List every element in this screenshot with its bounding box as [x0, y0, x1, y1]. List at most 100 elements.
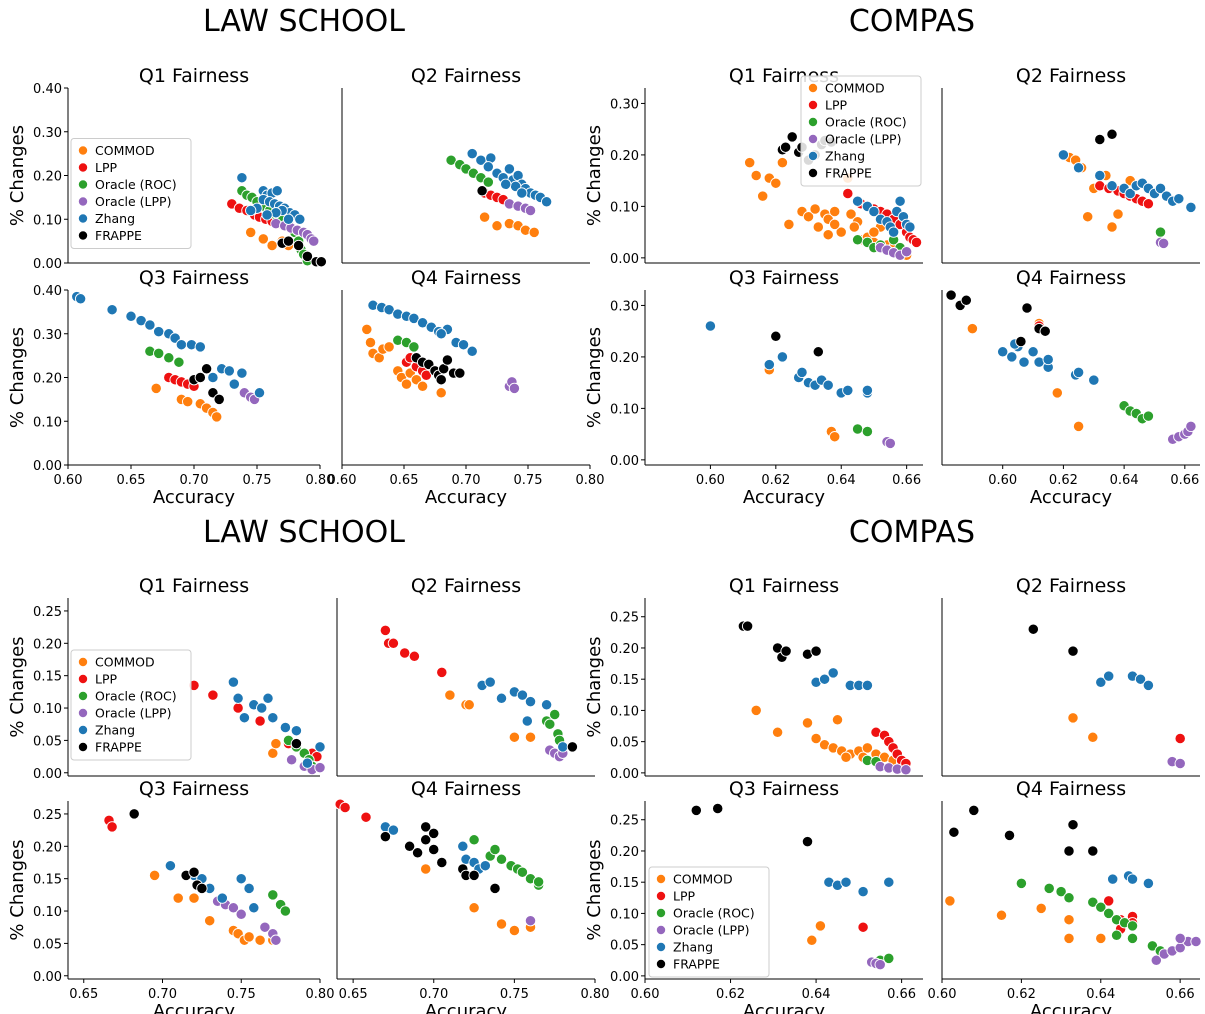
bl-q1-point-zhang — [301, 757, 314, 769]
tl-q2-point-oracle-lpp- — [524, 204, 537, 217]
tr-q2-point-zhang — [1094, 169, 1106, 182]
bl-q2-point-commod — [444, 689, 456, 701]
tl-q1-point-commod — [266, 239, 278, 252]
bl-q2-point-lpp — [379, 624, 392, 637]
br-q1-point-zhang — [827, 667, 839, 679]
tr-q1-legend-marker — [808, 167, 819, 178]
tr-q4-x-tick-label: 0.64 — [1110, 473, 1139, 488]
tl-q1-y-tick-label: 0.00 — [33, 257, 62, 272]
br-q4-point-commod — [995, 909, 1008, 921]
bl-q3-point-zhang — [248, 902, 260, 914]
bl-q4-x-tick-label: 0.70 — [419, 987, 448, 1002]
tl-q3-point-oracle-roc- — [163, 352, 175, 364]
bl-q1-legend-label: Oracle (ROC) — [95, 689, 177, 704]
bl-q3-point-frappe — [196, 882, 208, 895]
br-q1-y-label: % Changes — [584, 636, 605, 737]
tr-q1-point-commod — [744, 156, 756, 169]
bl-q3-point-commod — [172, 892, 184, 904]
br-q4-point-lpp — [1103, 895, 1115, 907]
bl-q4-point-lpp — [339, 801, 351, 814]
tr-q4-x-tick-label: 0.60 — [988, 473, 1017, 488]
br-q3-point-zhang — [840, 876, 852, 888]
tr-q1-point-commod — [835, 226, 847, 238]
tr-q1-legend-marker — [808, 100, 819, 111]
br-q3-legend-label: Oracle (LPP) — [673, 923, 749, 938]
tr-q1-point-commod — [776, 156, 789, 169]
bl-q4-point-zhang — [479, 860, 491, 872]
tr-q1-legend — [800, 75, 922, 187]
bl-q3-y-tick-label: 0.25 — [33, 808, 62, 823]
br-q4-point-commod — [1063, 932, 1075, 945]
tr-q4-point-frappe — [1039, 325, 1051, 337]
bl-q4-point-frappe — [411, 847, 424, 859]
tr-q3-point-zhang — [796, 366, 808, 379]
bl-q3-y-tick-label: 0.10 — [33, 905, 62, 920]
tl-q2-point-oracle-roc- — [482, 176, 494, 188]
bl-q4-point-oracle-lpp- — [524, 915, 537, 927]
tr-q1-legend-label: LPP — [825, 98, 848, 113]
tl-q1-point-zhang — [245, 204, 257, 217]
br-q4-point-oracle-lpp- — [1190, 935, 1202, 948]
br-q3-point-lpp — [857, 921, 869, 933]
tl-q1-title: Q1 Fairness — [139, 65, 249, 87]
tr-q4-point-zhang — [1018, 356, 1030, 368]
bl-q2-point-commod — [524, 731, 537, 743]
tr-q1-point-oracle-roc- — [851, 234, 864, 246]
bl-q3-title: Q3 Fairness — [139, 778, 249, 800]
tl-q2-point-zhang — [516, 187, 528, 199]
tl-q3-point-zhang — [236, 367, 248, 379]
tr-q1-legend-marker — [808, 150, 819, 161]
tr-q1-point-oracle-lpp- — [900, 246, 913, 258]
tl-q3-title: Q3 Fairness — [139, 267, 249, 289]
bl-q2-point-zhang — [540, 699, 553, 711]
bl-q3-point-oracle-roc- — [267, 889, 279, 901]
tr-q1-point-zhang — [887, 226, 900, 238]
bl-q1-point-zhang — [262, 692, 274, 704]
br-q3-legend-label: Oracle (ROC) — [673, 906, 755, 921]
bl-q1-point-oracle-lpp- — [314, 761, 326, 774]
br-q1-y-tick-label: 0.25 — [610, 611, 639, 626]
br-q4-point-frappe — [1003, 829, 1016, 842]
tl-q1-y-label: % Changes — [7, 125, 28, 226]
br-q3-point-oracle-roc- — [883, 952, 895, 965]
br-q4-point-frappe — [1087, 845, 1099, 857]
br-q3-legend-marker — [656, 874, 667, 885]
tr-q3-point-zhang — [842, 384, 854, 397]
br-q3-x-tick-label: 0.60 — [631, 987, 660, 1002]
br-q4-point-zhang — [1107, 873, 1119, 885]
br-q4-point-oracle-roc- — [1110, 929, 1123, 941]
bl-q1-legend-label: COMMOD — [95, 655, 155, 670]
br-q2-point-zhang — [1142, 679, 1155, 692]
tl-q3-point-zhang — [228, 378, 240, 390]
bl-q2-point-lpp — [436, 666, 448, 679]
tl-q2-point-zhang — [540, 196, 553, 208]
bl-q3-x-tick-label: 0.70 — [148, 987, 177, 1002]
bl-q1-title: Q1 Fairness — [139, 575, 249, 597]
tl-q3-point-commod — [182, 395, 194, 408]
tl-q3-x-tick-label: 0.70 — [180, 473, 209, 488]
bl-q3-point-lpp — [106, 821, 118, 833]
br-q4-title: Q4 Fairness — [1016, 778, 1126, 800]
br-q3-legend — [648, 866, 770, 978]
bl-q1-point-lpp — [232, 702, 244, 714]
tl-q3-point-zhang — [106, 304, 118, 316]
bl-q1-legend-label: LPP — [95, 672, 118, 687]
bl-q4-point-frappe — [420, 821, 432, 833]
bl-q3-point-frappe — [188, 866, 200, 878]
tl-q1-legend-label: Zhang — [95, 211, 135, 226]
tl-q4-x-tick-label: 0.60 — [328, 473, 357, 488]
br-q4-x-tick-label: 0.60 — [928, 987, 957, 1002]
bl-q3-point-oracle-roc- — [279, 905, 292, 917]
tr-q1-point-commod — [783, 218, 795, 231]
bl-q2-point-zhang — [524, 695, 537, 708]
tr-q4-point-commod — [1072, 420, 1085, 433]
bl-q4-title: Q4 Fairness — [411, 778, 521, 800]
br-q3-y-tick-label: 0.00 — [610, 970, 639, 985]
br-q1-y-tick-label: 0.20 — [610, 642, 639, 657]
tl-q3-y-tick-label: 0.00 — [33, 459, 62, 474]
tr-q1-legend-label: FRAPPE — [825, 166, 872, 181]
tr-q3-y-tick-label: 0.20 — [610, 351, 639, 366]
br-q4-point-oracle-roc- — [1126, 920, 1139, 932]
tl-q3-x-tick-label: 0.75 — [243, 473, 272, 488]
tr-q3-point-oracle-roc- — [861, 425, 874, 438]
